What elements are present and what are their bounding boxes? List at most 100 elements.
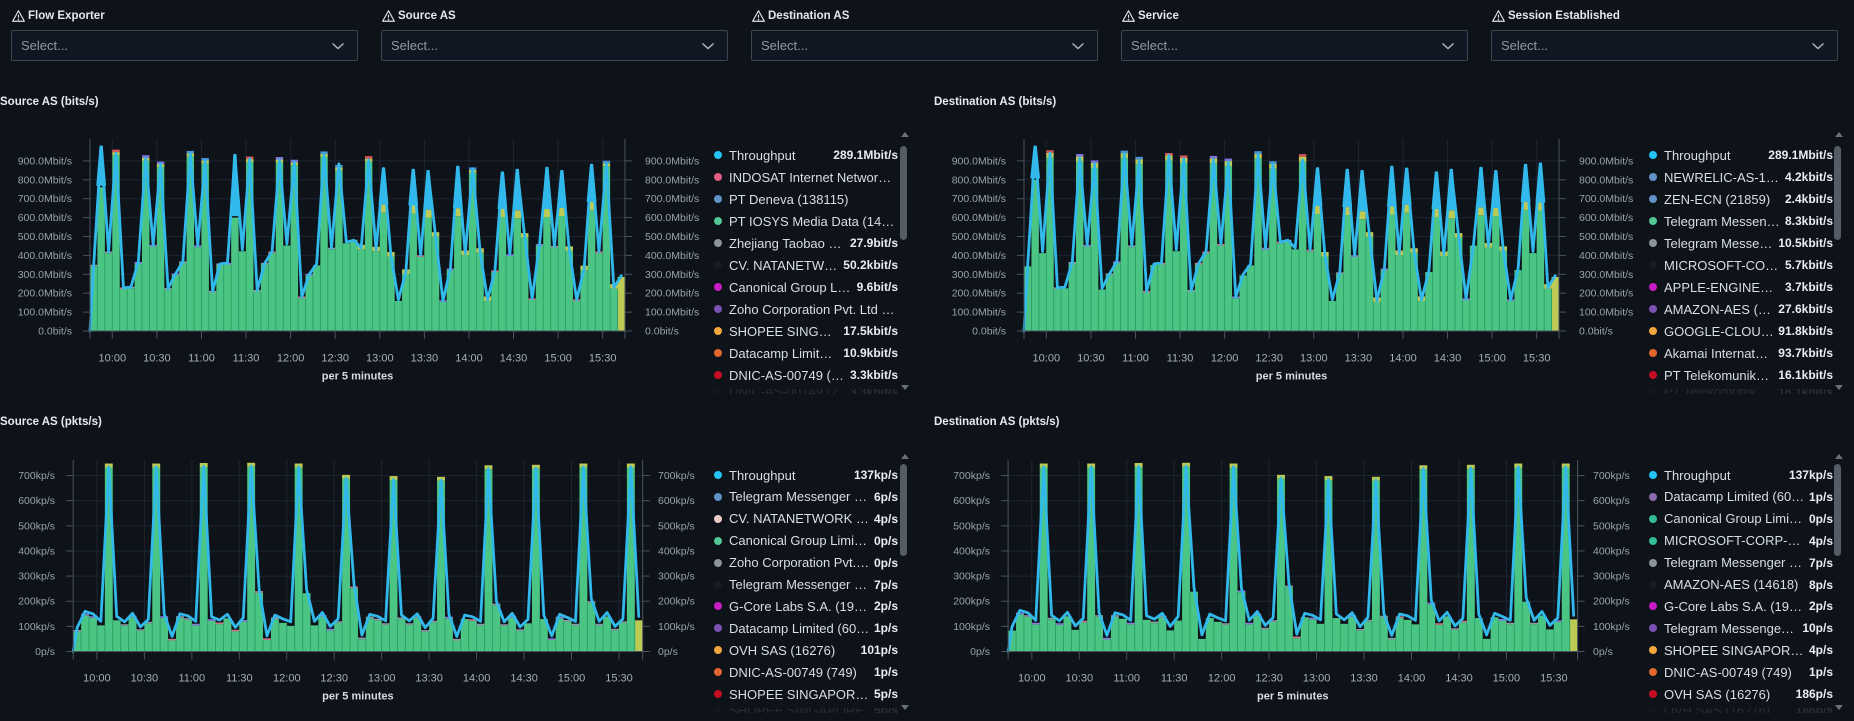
svg-text:300.0Mbit/s: 300.0Mbit/s bbox=[645, 269, 699, 281]
svg-text:15:30: 15:30 bbox=[1540, 673, 1568, 685]
svg-text:700kp/s: 700kp/s bbox=[1593, 470, 1630, 482]
svg-text:per 5 minutes: per 5 minutes bbox=[322, 691, 394, 703]
svg-text:300kp/s: 300kp/s bbox=[658, 571, 695, 583]
svg-text:800.0Mbit/s: 800.0Mbit/s bbox=[952, 174, 1006, 186]
svg-text:900.0Mbit/s: 900.0Mbit/s bbox=[18, 155, 72, 167]
svg-text:100.0Mbit/s: 100.0Mbit/s bbox=[645, 307, 699, 319]
svg-text:600.0Mbit/s: 600.0Mbit/s bbox=[952, 212, 1006, 224]
svg-text:500kp/s: 500kp/s bbox=[658, 520, 695, 532]
svg-text:900.0Mbit/s: 900.0Mbit/s bbox=[645, 155, 699, 167]
svg-text:15:30: 15:30 bbox=[1523, 353, 1551, 365]
svg-text:200.0Mbit/s: 200.0Mbit/s bbox=[1579, 288, 1633, 300]
svg-text:300.0Mbit/s: 300.0Mbit/s bbox=[952, 269, 1006, 281]
svg-text:500.0Mbit/s: 500.0Mbit/s bbox=[645, 231, 699, 243]
svg-text:15:00: 15:00 bbox=[544, 353, 572, 365]
svg-text:900.0Mbit/s: 900.0Mbit/s bbox=[1579, 155, 1633, 167]
svg-text:500.0Mbit/s: 500.0Mbit/s bbox=[1579, 231, 1633, 243]
svg-text:14:30: 14:30 bbox=[1445, 673, 1473, 685]
svg-text:500kp/s: 500kp/s bbox=[953, 520, 990, 532]
svg-text:0.0bit/s: 0.0bit/s bbox=[645, 326, 679, 338]
svg-text:200.0Mbit/s: 200.0Mbit/s bbox=[18, 288, 72, 300]
svg-text:12:00: 12:00 bbox=[1208, 673, 1236, 685]
svg-text:500.0Mbit/s: 500.0Mbit/s bbox=[18, 231, 72, 243]
svg-text:15:00: 15:00 bbox=[1493, 673, 1521, 685]
svg-text:11:30: 11:30 bbox=[226, 673, 253, 685]
svg-text:14:00: 14:00 bbox=[1389, 353, 1417, 365]
svg-text:500kp/s: 500kp/s bbox=[18, 520, 55, 532]
svg-text:13:00: 13:00 bbox=[366, 353, 394, 365]
svg-text:11:30: 11:30 bbox=[1167, 353, 1194, 365]
svg-text:600kp/s: 600kp/s bbox=[18, 495, 55, 507]
svg-text:13:30: 13:30 bbox=[1345, 353, 1373, 365]
svg-text:10:00: 10:00 bbox=[99, 353, 127, 365]
svg-text:13:00: 13:00 bbox=[1300, 353, 1328, 365]
svg-text:12:00: 12:00 bbox=[277, 353, 305, 365]
svg-text:12:30: 12:30 bbox=[321, 353, 349, 365]
svg-text:12:00: 12:00 bbox=[273, 673, 301, 685]
svg-text:100kp/s: 100kp/s bbox=[1593, 621, 1630, 633]
svg-text:10:00: 10:00 bbox=[83, 673, 111, 685]
svg-text:12:00: 12:00 bbox=[1211, 353, 1239, 365]
svg-text:600.0Mbit/s: 600.0Mbit/s bbox=[18, 212, 72, 224]
svg-text:700.0Mbit/s: 700.0Mbit/s bbox=[18, 193, 72, 205]
svg-text:700kp/s: 700kp/s bbox=[658, 470, 695, 482]
svg-text:400.0Mbit/s: 400.0Mbit/s bbox=[645, 250, 699, 262]
svg-text:800.0Mbit/s: 800.0Mbit/s bbox=[645, 174, 699, 186]
svg-text:per 5 minutes: per 5 minutes bbox=[322, 371, 394, 383]
svg-text:600kp/s: 600kp/s bbox=[1593, 495, 1630, 507]
svg-text:400kp/s: 400kp/s bbox=[1593, 546, 1630, 558]
svg-text:300.0Mbit/s: 300.0Mbit/s bbox=[18, 269, 72, 281]
svg-text:10:30: 10:30 bbox=[1066, 673, 1094, 685]
svg-text:12:30: 12:30 bbox=[1255, 353, 1283, 365]
svg-text:10:30: 10:30 bbox=[143, 353, 171, 365]
svg-text:15:30: 15:30 bbox=[589, 353, 617, 365]
svg-text:400kp/s: 400kp/s bbox=[658, 546, 695, 558]
svg-text:400.0Mbit/s: 400.0Mbit/s bbox=[952, 250, 1006, 262]
svg-text:800.0Mbit/s: 800.0Mbit/s bbox=[18, 174, 72, 186]
svg-text:14:00: 14:00 bbox=[463, 673, 491, 685]
svg-text:700.0Mbit/s: 700.0Mbit/s bbox=[1579, 193, 1633, 205]
svg-text:11:30: 11:30 bbox=[233, 353, 260, 365]
svg-text:11:00: 11:00 bbox=[188, 353, 215, 365]
svg-text:0p/s: 0p/s bbox=[1593, 646, 1613, 658]
svg-text:13:00: 13:00 bbox=[368, 673, 396, 685]
svg-text:0p/s: 0p/s bbox=[658, 646, 678, 658]
svg-text:200.0Mbit/s: 200.0Mbit/s bbox=[952, 288, 1006, 300]
svg-text:200kp/s: 200kp/s bbox=[953, 596, 990, 608]
svg-text:300kp/s: 300kp/s bbox=[1593, 571, 1630, 583]
svg-text:600.0Mbit/s: 600.0Mbit/s bbox=[645, 212, 699, 224]
svg-text:100.0Mbit/s: 100.0Mbit/s bbox=[952, 307, 1006, 319]
svg-text:100kp/s: 100kp/s bbox=[953, 621, 990, 633]
svg-text:11:00: 11:00 bbox=[1122, 353, 1149, 365]
svg-text:13:30: 13:30 bbox=[415, 673, 443, 685]
svg-text:300kp/s: 300kp/s bbox=[953, 571, 990, 583]
svg-text:10:00: 10:00 bbox=[1033, 353, 1061, 365]
svg-text:700kp/s: 700kp/s bbox=[18, 470, 55, 482]
svg-text:300kp/s: 300kp/s bbox=[18, 571, 55, 583]
svg-text:200kp/s: 200kp/s bbox=[1593, 596, 1630, 608]
svg-text:400kp/s: 400kp/s bbox=[18, 546, 55, 558]
svg-text:10:30: 10:30 bbox=[1077, 353, 1105, 365]
svg-text:500kp/s: 500kp/s bbox=[1593, 520, 1630, 532]
svg-text:13:30: 13:30 bbox=[1350, 673, 1378, 685]
svg-text:300.0Mbit/s: 300.0Mbit/s bbox=[1579, 269, 1633, 281]
svg-text:11:00: 11:00 bbox=[1113, 673, 1140, 685]
svg-text:400.0Mbit/s: 400.0Mbit/s bbox=[1579, 250, 1633, 262]
svg-text:10:00: 10:00 bbox=[1018, 673, 1046, 685]
svg-text:0.0bit/s: 0.0bit/s bbox=[38, 326, 72, 338]
svg-text:700.0Mbit/s: 700.0Mbit/s bbox=[952, 193, 1006, 205]
svg-text:0p/s: 0p/s bbox=[970, 646, 990, 658]
svg-text:100kp/s: 100kp/s bbox=[18, 621, 55, 633]
svg-text:14:30: 14:30 bbox=[500, 353, 528, 365]
svg-text:10:30: 10:30 bbox=[131, 673, 159, 685]
svg-text:700kp/s: 700kp/s bbox=[953, 470, 990, 482]
svg-text:0.0bit/s: 0.0bit/s bbox=[1579, 326, 1613, 338]
svg-text:14:30: 14:30 bbox=[1434, 353, 1462, 365]
svg-text:400.0Mbit/s: 400.0Mbit/s bbox=[18, 250, 72, 262]
svg-text:800.0Mbit/s: 800.0Mbit/s bbox=[1579, 174, 1633, 186]
svg-text:11:00: 11:00 bbox=[178, 673, 205, 685]
svg-text:200.0Mbit/s: 200.0Mbit/s bbox=[645, 288, 699, 300]
svg-text:14:30: 14:30 bbox=[510, 673, 538, 685]
svg-text:900.0Mbit/s: 900.0Mbit/s bbox=[952, 155, 1006, 167]
svg-text:200kp/s: 200kp/s bbox=[658, 596, 695, 608]
